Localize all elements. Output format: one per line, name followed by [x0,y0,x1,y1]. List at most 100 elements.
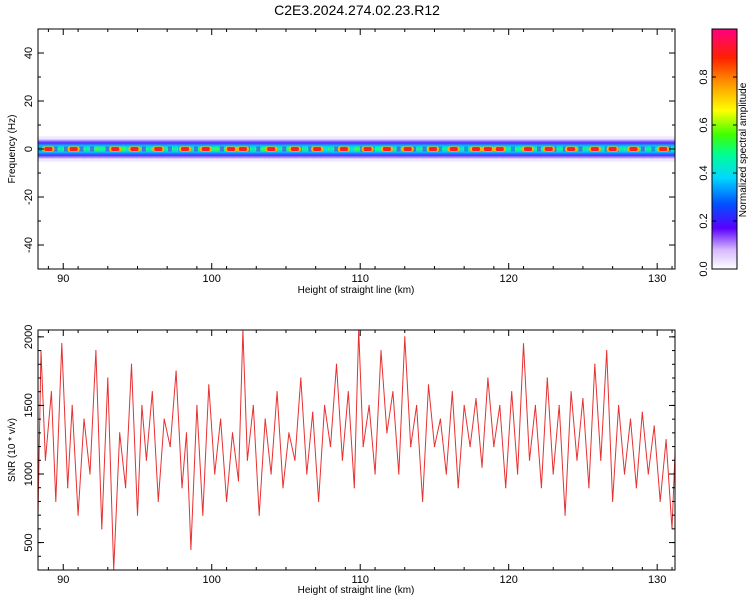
snr-point [380,349,382,352]
spectrogram-cell [578,146,583,152]
spectrogram-peak [544,147,553,151]
spectrogram-cell [536,146,541,152]
snr-point [208,384,210,386]
snr-point [623,473,626,475]
snr-point [119,432,121,434]
spectrogram-cell [329,146,334,152]
snr-point [552,473,554,475]
snr-point [196,404,198,407]
spectrogram-cell [167,146,172,152]
spectrogram-y-tick-label: -40 [23,237,35,253]
snr-point [522,343,525,345]
spectrogram-cell [599,146,604,152]
spectrogram-peak [590,147,599,151]
snr-point [44,459,47,461]
snr-point [629,418,632,420]
spectrogram-peak [449,147,458,151]
spectrogram-cell [375,146,380,152]
snr-point [231,432,234,434]
spectrogram-x-axis-title: Height of straight line (km) [298,285,415,296]
snr-point [410,445,412,448]
spectrogram-cell [646,146,651,152]
snr-point [398,473,400,475]
spectrogram-cell [193,146,198,152]
spectrogram-peak [154,147,163,151]
colorbar-tick-label: 0.6 [698,117,710,132]
spectrogram-peak [608,147,617,151]
snr-point [335,363,338,365]
snr-point [306,473,308,475]
spectrogram-x-ticks: 90 100 110 120 130 [47,29,673,285]
snr-point [463,404,465,407]
spectrogram-cell [147,146,152,152]
snr-panel: 90 100 110 120 130 500 1000 1500 2000 Height of… [7,325,676,596]
snr-point [169,445,171,448]
snr-point [141,404,143,407]
snr-point [647,473,649,475]
snr-point [564,514,566,516]
colorbar-tick-label: 0.2 [698,213,710,228]
spectrogram-cell [95,146,100,152]
snr-point [312,411,314,413]
snr-point [588,487,590,489]
spectrogram-cell [458,146,463,152]
spectrogram-cell [251,146,256,152]
snr-point [362,445,364,448]
spectrogram-peak [181,147,189,151]
spectrogram-cell [464,146,469,152]
snr-y-axis-title: SNR (10 * v/v) [7,418,18,482]
snr-x-tick-label: 110 [351,574,369,586]
snr-point [617,404,620,407]
snr-point [270,473,272,475]
snr-x-tick-label: 120 [500,574,518,586]
snr-point [659,500,661,503]
spectrogram-cell [214,146,219,152]
snr-point [528,459,531,461]
snr-point [83,418,85,420]
snr-point [421,500,424,503]
spectrogram-peak [382,147,391,151]
snr-point [499,404,501,407]
snr-point [341,459,343,461]
snr-point [570,391,572,393]
snr-point [416,404,418,407]
snr-point [77,514,79,516]
snr-point [329,445,332,448]
spectrogram-cell [121,146,126,152]
snr-point [145,459,147,461]
snr-point [353,487,355,489]
spectrogram-cell [583,146,588,152]
spectrogram-x-tick-label: 120 [500,273,518,285]
snr-point [606,349,608,352]
snr-point [61,343,63,345]
spectrogram-y-tick-label: 20 [23,95,35,107]
spectrogram-peak [428,147,437,151]
snr-point [282,487,284,489]
spectrogram-cell [79,146,84,152]
snr-point [475,397,477,400]
snr-point [487,377,489,379]
snr-point [404,336,406,338]
spectrogram-cell [84,146,89,152]
spectrogram-peak [313,147,322,151]
spectrogram-peak [403,147,412,151]
snr-point [392,391,394,393]
snr-point [534,404,537,407]
snr-point [190,548,192,551]
snr-point [264,418,266,420]
snr-point [386,432,388,434]
snr-point [318,500,320,503]
spectrogram-cell [303,146,308,152]
snr-point [130,363,133,365]
spectrogram-peak [69,147,78,151]
snr-point [107,377,109,379]
snr-point [125,487,127,489]
snr-point [50,391,52,393]
spectrogram-cell [557,146,562,152]
spectrogram-cell [510,146,515,152]
spectrogram-cell [604,146,609,152]
snr-y-tick-label: 2000 [23,325,35,349]
spectrogram-peak [472,147,481,151]
spectrogram-peak [524,147,532,151]
